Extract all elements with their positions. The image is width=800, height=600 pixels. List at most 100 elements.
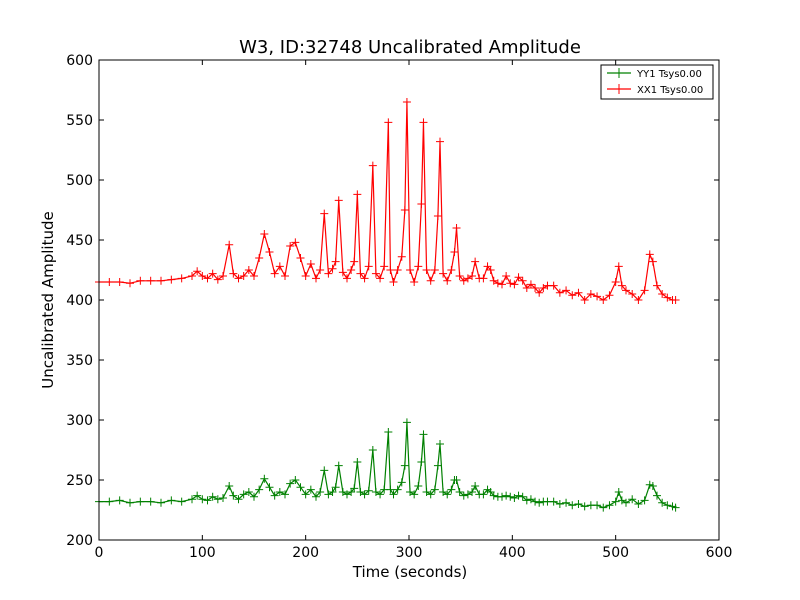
data-point <box>452 224 461 232</box>
data-point <box>549 281 558 290</box>
data-point <box>380 262 389 271</box>
data-point <box>393 266 402 274</box>
data-point <box>526 280 535 289</box>
data-point <box>436 137 444 146</box>
data-point <box>229 269 238 278</box>
data-point <box>146 497 155 506</box>
data-point <box>356 269 365 278</box>
data-point <box>406 488 415 496</box>
data-point <box>105 278 114 286</box>
data-point <box>617 281 626 290</box>
data-point <box>219 494 227 502</box>
data-point <box>580 502 589 511</box>
data-point <box>450 248 459 256</box>
y-tick-label: 450 <box>66 233 93 249</box>
data-point <box>260 230 269 238</box>
data-point <box>213 275 222 284</box>
x-tick-label: 300 <box>396 545 423 561</box>
data-point <box>459 491 468 500</box>
y-tick-label: 600 <box>66 53 93 69</box>
data-point <box>384 118 393 127</box>
data-point <box>562 498 571 507</box>
data-point <box>328 264 337 273</box>
data-point <box>634 500 643 508</box>
data-point <box>213 495 222 504</box>
data-point <box>239 490 248 499</box>
data-point <box>468 272 477 280</box>
data-point <box>436 440 444 448</box>
data-point <box>640 286 649 295</box>
data-point <box>136 276 145 285</box>
data-point <box>250 492 258 501</box>
data-point <box>338 268 347 277</box>
data-point <box>105 497 114 506</box>
data-point <box>471 257 480 266</box>
data-point <box>426 276 435 285</box>
data-point <box>208 492 217 501</box>
data-point <box>622 498 630 507</box>
data-point <box>574 288 583 297</box>
data-point <box>498 280 506 289</box>
data-point <box>422 266 431 274</box>
data-point <box>193 491 202 500</box>
data-point <box>291 476 300 484</box>
data-point <box>526 495 535 504</box>
data-point <box>275 488 284 496</box>
legend-box <box>600 64 714 100</box>
data-point <box>360 490 369 499</box>
data-point <box>371 269 380 278</box>
data-point <box>522 496 531 505</box>
legend: YY1 Tsys0.00 XX1 Tsys0.00 <box>600 64 714 100</box>
data-point <box>593 292 602 301</box>
data-point <box>518 276 527 285</box>
data-point <box>225 482 234 490</box>
data-point <box>350 484 359 493</box>
data-point <box>414 482 423 490</box>
data-point <box>225 240 234 249</box>
data-point <box>433 461 442 470</box>
data-point <box>510 280 519 289</box>
data-point <box>338 488 347 496</box>
data-point <box>320 209 329 218</box>
y-tick-label: 350 <box>66 353 93 369</box>
data-point <box>371 488 380 496</box>
data-point <box>671 296 680 304</box>
data-point <box>433 212 442 220</box>
data-point <box>203 496 212 505</box>
data-point <box>510 494 519 502</box>
x-axis-label: Time (seconds) <box>352 563 468 581</box>
data-point <box>286 479 295 488</box>
data-point <box>320 466 329 475</box>
data-point <box>265 483 274 492</box>
chart-title: W3, ID:32748 Uncalibrated Amplitude <box>239 37 581 58</box>
data-point <box>463 490 472 499</box>
data-point <box>648 482 657 490</box>
data-point <box>239 272 248 280</box>
data-point <box>628 290 637 298</box>
data-point <box>389 278 398 286</box>
data-point <box>126 279 134 288</box>
data-point <box>281 272 289 280</box>
data-point <box>343 490 351 499</box>
data-point <box>386 266 395 274</box>
data-point <box>658 498 667 507</box>
data-point <box>393 485 402 494</box>
y-tick-label: 200 <box>66 533 93 549</box>
data-point <box>306 260 315 268</box>
data-point <box>384 428 393 436</box>
y-axis-label: Uncalibrated Amplitude <box>39 211 57 388</box>
data-point <box>334 461 343 470</box>
data-point <box>658 290 667 298</box>
data-point <box>157 498 165 507</box>
data-point <box>234 274 243 283</box>
data-point <box>634 296 643 304</box>
data-point <box>502 491 511 500</box>
data-point <box>157 276 165 285</box>
data-point <box>417 458 426 466</box>
x-tick-label: 100 <box>189 545 216 561</box>
data-point <box>244 266 253 274</box>
data-point <box>479 274 488 283</box>
data-point <box>622 286 630 295</box>
data-point <box>439 488 448 496</box>
y-tick-label: 400 <box>66 293 93 309</box>
